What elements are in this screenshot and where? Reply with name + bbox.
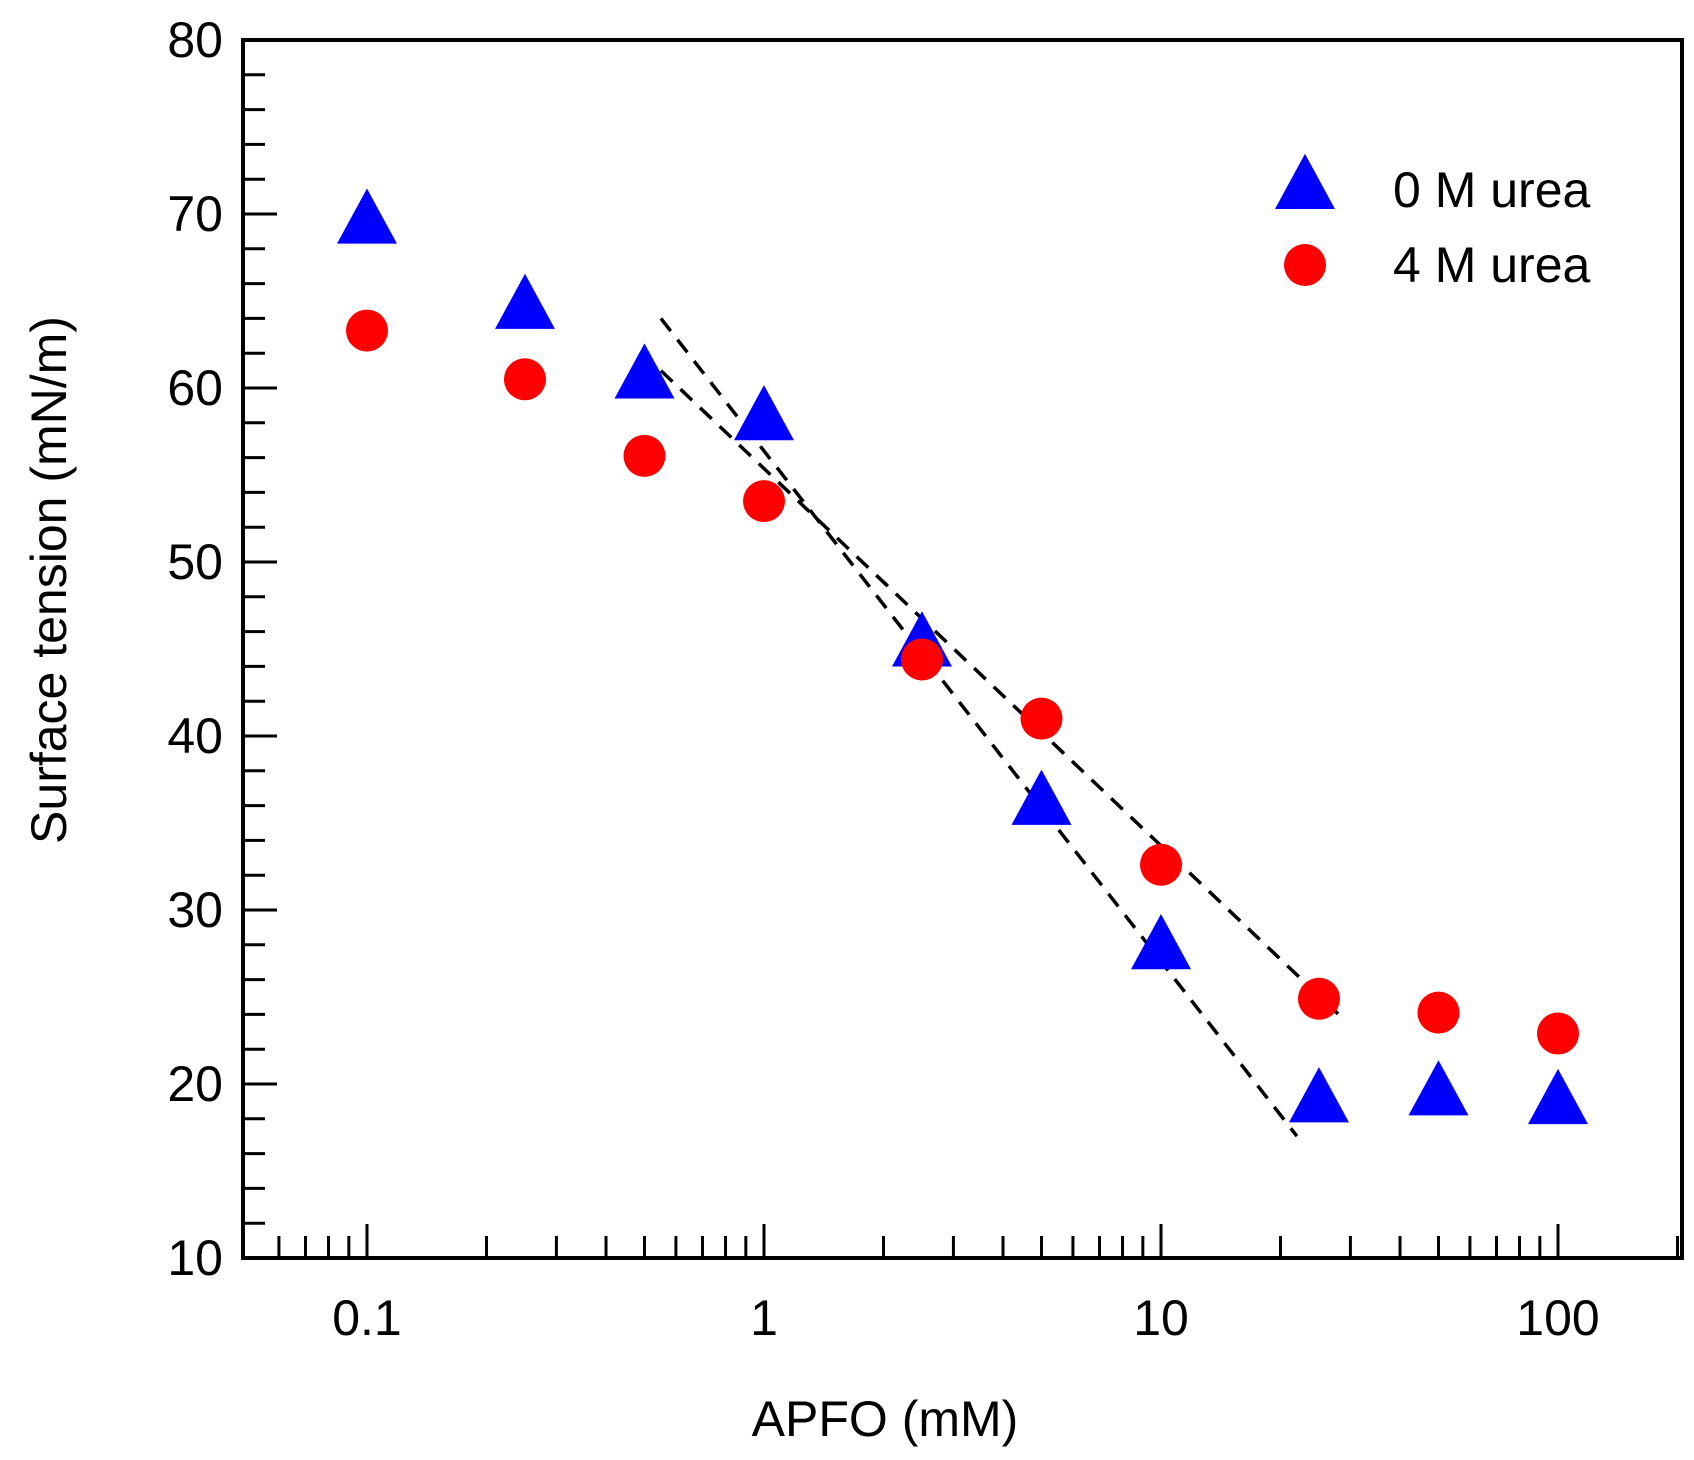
y-tick-label: 70 <box>167 186 223 242</box>
x-tick-label: 1 <box>750 1290 778 1346</box>
y-tick-label: 30 <box>167 882 223 938</box>
triangle-marker <box>1131 914 1191 970</box>
fit-line <box>659 369 1340 1016</box>
circle-marker <box>743 480 785 523</box>
triangle-marker <box>494 273 555 329</box>
triangle-marker <box>1408 1060 1469 1116</box>
triangle-marker <box>1528 1068 1588 1125</box>
plot-area <box>241 38 1684 1260</box>
fit-line <box>659 317 1299 1138</box>
triangle-marker <box>1288 1067 1349 1123</box>
circle-marker <box>346 309 388 352</box>
legend-label: 4 M urea <box>1393 237 1591 293</box>
y-tick-label: 80 <box>167 12 223 68</box>
legend-triangle-marker <box>1275 153 1335 209</box>
legend-label: 0 M urea <box>1393 162 1591 218</box>
circle-marker <box>503 358 546 401</box>
circle-marker <box>1020 697 1063 740</box>
x-axis-title: APFO (mM) <box>752 1391 1019 1447</box>
legend: 0 M urea 4 M urea <box>1275 153 1591 293</box>
y-tick-label: 60 <box>167 360 223 416</box>
x-tick-label: 0.1 <box>332 1290 402 1346</box>
triangle-marker <box>337 188 397 244</box>
circle-marker <box>623 434 666 477</box>
x-tick-label: 10 <box>1133 1290 1189 1346</box>
circle-marker <box>1297 977 1340 1020</box>
triangle-marker <box>734 385 794 441</box>
triangle-marker <box>1011 769 1072 825</box>
y-tick-label: 20 <box>167 1056 223 1112</box>
circle-marker <box>1537 1012 1579 1055</box>
triangle-marker <box>614 343 675 399</box>
x-tick-label: 100 <box>1516 1290 1599 1346</box>
circle-marker <box>1140 843 1182 886</box>
legend-circle-marker <box>1284 244 1326 286</box>
y-tick-label: 40 <box>167 708 223 764</box>
y-tick-label: 10 <box>167 1230 223 1286</box>
y-tick-label: 50 <box>167 534 223 590</box>
circle-marker <box>1417 991 1460 1034</box>
y-axis-title: Surface tension (mN/m) <box>21 316 77 844</box>
circle-marker <box>900 638 943 681</box>
